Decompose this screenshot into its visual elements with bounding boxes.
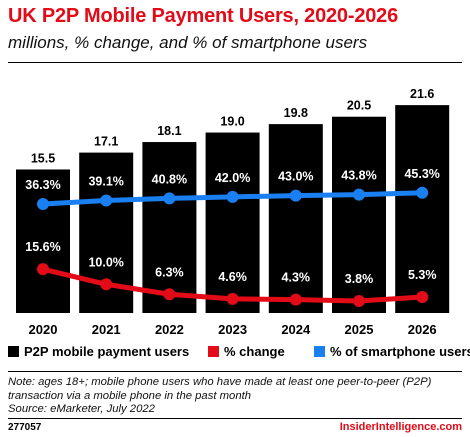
change-point-2026	[416, 290, 429, 303]
x-tick-2025: 2025	[345, 322, 374, 337]
change-label-2023: 4.6%	[218, 270, 247, 284]
footer-rule	[8, 418, 462, 419]
note-block: Note: ages 18+; mobile phone users who h…	[8, 376, 463, 417]
bar-2025	[332, 116, 386, 313]
x-tick-2023: 2023	[218, 322, 247, 337]
change-point-2023	[226, 292, 239, 305]
change-point-2024	[289, 293, 302, 306]
change-label-2025: 3.8%	[345, 272, 374, 286]
smartphone-label-2020: 36.3%	[25, 178, 60, 192]
change-point-2021	[100, 278, 113, 291]
legend-item-smartphone: % of smartphone users	[314, 344, 470, 359]
smartphone-point-2022	[163, 192, 176, 205]
smartphone-label-2023: 42.0%	[215, 171, 250, 185]
smartphone-label-2021: 39.1%	[88, 175, 123, 189]
smartphone-label-2025: 43.8%	[341, 169, 376, 183]
change-label-2022: 6.3%	[155, 265, 184, 279]
smartphone-point-2023	[226, 190, 239, 203]
change-label-2026: 5.3%	[408, 268, 437, 282]
legend-item-change: % change	[208, 344, 285, 359]
bar-2024	[268, 124, 323, 313]
legend-swatch-change	[208, 346, 219, 357]
bar-2022	[142, 142, 197, 313]
x-tick-2026: 2026	[408, 322, 437, 337]
note-rule	[8, 371, 462, 372]
bar-label-2021: 17.1	[94, 135, 118, 149]
legend-swatch-users	[8, 346, 19, 357]
bar-label-2025: 20.5	[347, 99, 371, 113]
change-point-2025	[353, 295, 365, 307]
bar-2023	[205, 132, 260, 313]
change-point-2020	[37, 263, 49, 276]
chart-title: UK P2P Mobile Payment Users, 2020-2026	[8, 5, 399, 27]
source-text: Source: eMarketer, July 2022	[8, 403, 155, 415]
bar-label-2023: 19.0	[220, 115, 244, 129]
legend-item-users: P2P mobile payment users	[8, 344, 189, 359]
smartphone-label-2024: 43.0%	[278, 170, 313, 184]
brand-logo: InsiderIntelligence.com	[339, 421, 462, 433]
change-label-2021: 10.0%	[88, 255, 123, 269]
x-tick-2020: 2020	[29, 322, 58, 337]
chart-subtitle: millions, % change, and % of smartphone …	[8, 33, 368, 52]
legend-swatch-smartphone	[314, 346, 325, 357]
legend-label-smartphone: % of smartphone users	[330, 344, 470, 359]
chart-canvas: 15.5 17.1 18.1 19.0 19.8 20.5 21.6 36.3% 39.1% 40…	[16, 87, 450, 337]
legend-label-change: % change	[224, 344, 285, 359]
x-tick-2022: 2022	[155, 322, 184, 337]
bar-label-2026: 21.6	[410, 87, 434, 101]
smartphone-point-2021	[100, 194, 113, 207]
legend-label-users: P2P mobile payment users	[24, 344, 190, 359]
smartphone-point-2024	[289, 189, 302, 202]
change-label-2020: 15.6%	[25, 240, 60, 254]
bar-2026	[395, 105, 450, 314]
smartphone-label-2022: 40.8%	[152, 172, 187, 186]
bar-2020	[16, 169, 70, 313]
top-rule	[8, 62, 462, 63]
note-text: Note: ages 18+; mobile phone users who h…	[8, 376, 432, 402]
smartphone-label-2026: 45.3%	[404, 167, 439, 181]
smartphone-point-2020	[37, 198, 49, 210]
x-tick-2021: 2021	[92, 322, 121, 337]
bar-label-2020: 15.5	[31, 151, 55, 165]
x-tick-2024: 2024	[281, 322, 311, 337]
legend: P2P mobile payment users % change % of s…	[8, 344, 470, 364]
change-point-2022	[163, 288, 176, 301]
change-label-2024: 4.3%	[282, 271, 311, 285]
smartphone-point-2026	[416, 186, 429, 199]
bar-label-2022: 18.1	[157, 124, 181, 138]
bar-label-2024: 19.8	[284, 106, 308, 120]
smartphone-point-2025	[353, 188, 365, 201]
chart-id: 277057	[8, 422, 42, 433]
